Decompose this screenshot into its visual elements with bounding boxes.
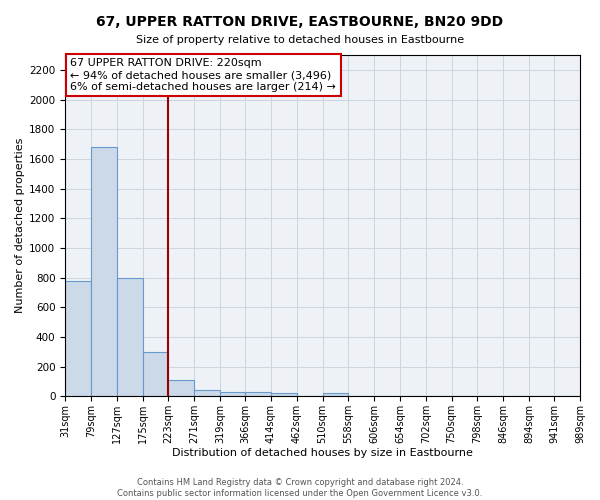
- Y-axis label: Number of detached properties: Number of detached properties: [15, 138, 25, 314]
- X-axis label: Distribution of detached houses by size in Eastbourne: Distribution of detached houses by size …: [172, 448, 473, 458]
- Bar: [271, 394, 297, 396]
- Text: 67, UPPER RATTON DRIVE, EASTBOURNE, BN20 9DD: 67, UPPER RATTON DRIVE, EASTBOURNE, BN20…: [97, 15, 503, 29]
- Bar: [245, 392, 271, 396]
- Bar: [194, 390, 220, 396]
- Text: Contains HM Land Registry data © Crown copyright and database right 2024.
Contai: Contains HM Land Registry data © Crown c…: [118, 478, 482, 498]
- Bar: [220, 392, 245, 396]
- Bar: [65, 282, 91, 397]
- Bar: [117, 278, 143, 396]
- Bar: [169, 380, 194, 396]
- Text: Size of property relative to detached houses in Eastbourne: Size of property relative to detached ho…: [136, 35, 464, 45]
- Bar: [323, 394, 349, 396]
- Bar: [143, 352, 169, 397]
- Bar: [91, 147, 117, 396]
- Text: 67 UPPER RATTON DRIVE: 220sqm
← 94% of detached houses are smaller (3,496)
6% of: 67 UPPER RATTON DRIVE: 220sqm ← 94% of d…: [70, 58, 336, 92]
